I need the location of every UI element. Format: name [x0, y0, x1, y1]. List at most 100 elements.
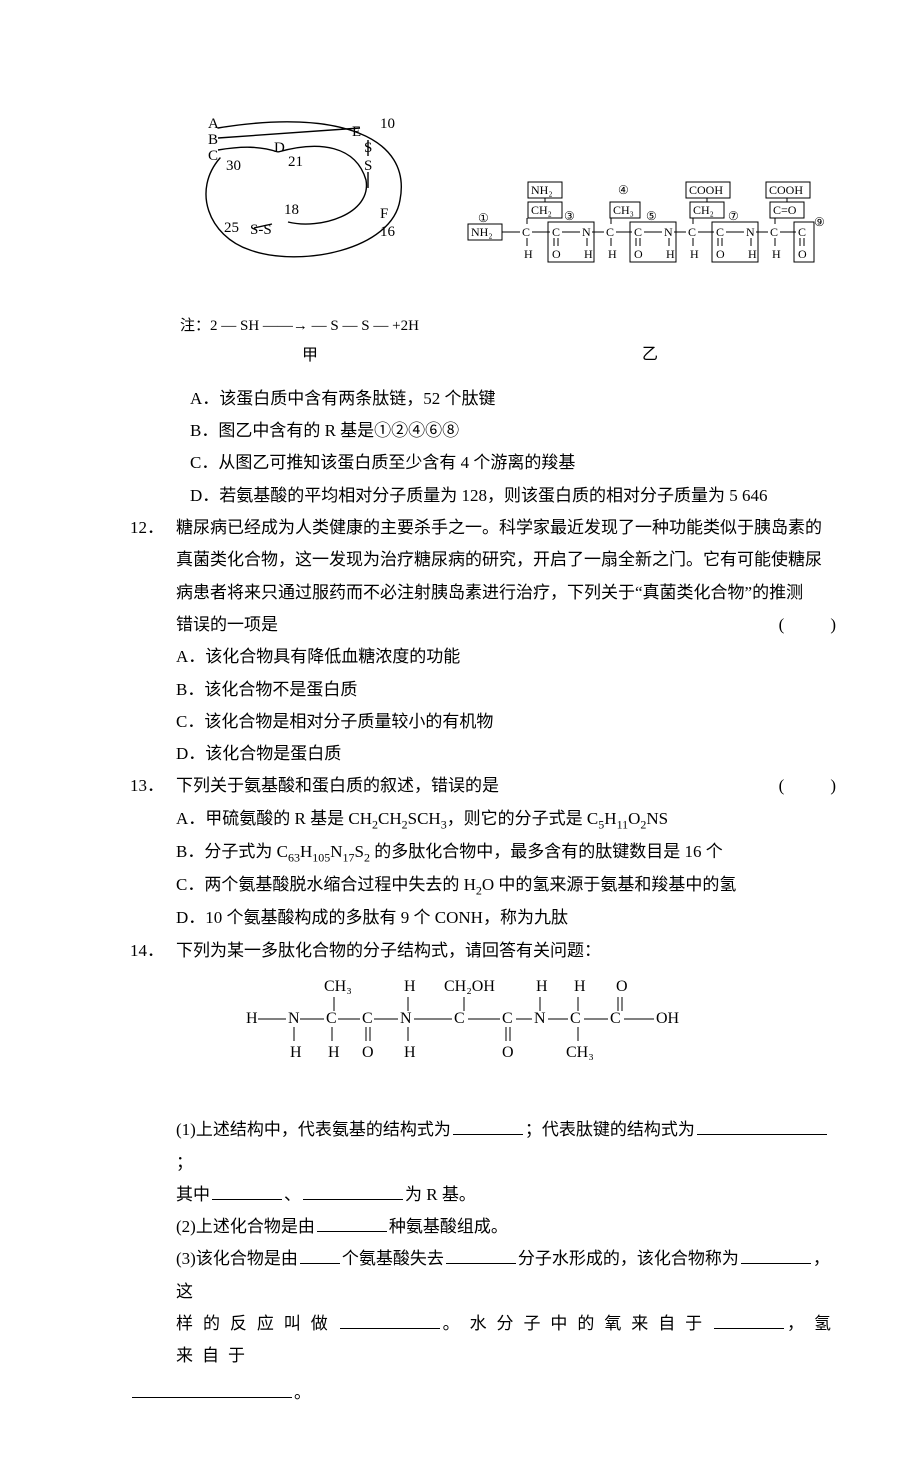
svg-text:C: C: [522, 225, 530, 239]
q14-p1e: 、: [284, 1185, 301, 1204]
q14-p3b: 个氨基酸失去: [342, 1249, 444, 1268]
q14-p2a: (2)上述化合物是由: [176, 1217, 315, 1236]
svg-text:N: N: [746, 225, 755, 239]
svg-text:CH₂: CH₂: [693, 203, 714, 217]
q14-p1a: (1)上述结构中，代表氨基的结构式为: [176, 1120, 451, 1139]
fig-jia-caption: 甲: [180, 341, 440, 371]
lbl-E: E: [352, 124, 361, 140]
blank: [317, 1212, 387, 1232]
svg-text:③: ③: [564, 209, 575, 223]
q12-optD: D．该化合物是蛋白质: [176, 738, 840, 770]
svg-text:H: H: [246, 1010, 258, 1027]
svg-text:②: ②: [538, 180, 549, 182]
svg-text:C: C: [570, 1010, 581, 1027]
svg-text:⑥: ⑥: [700, 180, 711, 182]
lbl-S1: S: [364, 140, 372, 156]
q14-p3-2: 样的反应叫做。水分子中的氧来自于，氢来自于: [176, 1308, 840, 1373]
svg-text:C: C: [716, 225, 724, 239]
lbl-21: 21: [288, 154, 303, 170]
q11-optB: B．图乙中含有的 R 基是①②④⑥⑧: [130, 415, 840, 447]
q13-paren: ( ): [779, 770, 840, 802]
blank: [453, 1116, 523, 1136]
q14-stem: 下列为某一多肽化合物的分子结构式，请回答有关问题：: [176, 935, 840, 967]
svg-text:C: C: [606, 225, 614, 239]
svg-text:C=O: C=O: [773, 203, 797, 217]
lbl-SS: S-S: [250, 222, 272, 238]
svg-text:H: H: [748, 247, 757, 261]
svg-text:H: H: [536, 978, 548, 995]
q13B-pre: B．分子式为 C: [176, 842, 288, 861]
q14-p3: (3)该化合物是由个氨基酸失去分子水形成的，该化合物称为，这: [176, 1243, 840, 1308]
blank: [714, 1309, 784, 1329]
q11-optA: A．该蛋白质中含有两条肽链，52 个肽键: [130, 383, 840, 415]
lbl-B: B: [208, 132, 218, 148]
q13-optD: D．10 个氨基酸构成的多肽有 9 个 CONH，称为九肽: [176, 902, 840, 934]
q14-p3e: 。: [294, 1383, 311, 1402]
svg-text:O: O: [798, 247, 807, 261]
svg-text:O: O: [362, 1044, 374, 1061]
q14-p2b: 种氨基酸组成。: [389, 1217, 508, 1236]
q12-stem1: 糖尿病已经成为人类健康的主要杀手之一。科学家最近发现了一种功能类似于胰岛素的: [176, 512, 840, 544]
svg-text:O: O: [716, 247, 725, 261]
svg-text:C: C: [454, 1010, 465, 1027]
q12: 12． 糖尿病已经成为人类健康的主要杀手之一。科学家最近发现了一种功能类似于胰岛…: [130, 512, 840, 770]
figure-row: A B C D E F 10 30 21 25 18 16 S S S-S 注：…: [130, 110, 840, 371]
svg-text:⑧: ⑧: [780, 180, 791, 182]
svg-text:H: H: [524, 247, 533, 261]
q13A-pre: A．甲硫氨酸的 R 基是 CH: [176, 809, 372, 828]
fig-yi-caption: 乙: [450, 340, 850, 370]
lbl-D: D: [274, 140, 285, 156]
fig-note: 注：2 — SH ——→ — S — S — +2H: [180, 312, 440, 341]
q13C-tail: O 中的氢来源于氨基和羧基中的氢: [482, 875, 737, 894]
svg-text:O: O: [502, 1044, 514, 1061]
q14-p1f: 为 R 基。: [405, 1185, 476, 1204]
svg-text:N: N: [288, 1010, 300, 1027]
q12-stem3: 病患者将来只通过服药而不必注射胰岛素进行治疗，下列关于“真菌类化合物”的推测: [176, 577, 840, 609]
lbl-10: 10: [380, 116, 395, 132]
svg-text:NH₂: NH₂: [471, 225, 493, 239]
q13A-m1: CH: [378, 809, 402, 828]
q13-stem-row: 下列关于氨基酸和蛋白质的叙述，错误的是 ( ): [176, 770, 840, 802]
svg-text:COOH: COOH: [689, 183, 723, 197]
q14-p3d2a: 样的反应叫做: [176, 1314, 338, 1333]
blank: [340, 1309, 440, 1329]
q13-num: 13．: [130, 770, 176, 802]
blank: [212, 1180, 282, 1200]
q14-p3d2b: 。水分子中的氧来自于: [442, 1314, 712, 1333]
svg-text:C: C: [502, 1010, 513, 1027]
svg-text:H: H: [328, 1044, 340, 1061]
svg-text:N: N: [400, 1010, 412, 1027]
lbl-16: 16: [380, 224, 396, 240]
q13-stem: 下列关于氨基酸和蛋白质的叙述，错误的是: [176, 776, 499, 795]
q13B-m1: H: [300, 842, 312, 861]
q13B-s1: 63: [288, 850, 300, 864]
svg-text:H: H: [404, 1044, 416, 1061]
svg-text:O: O: [634, 247, 643, 261]
lbl-25: 25: [224, 220, 239, 236]
q13-optB: B．分子式为 C63H105N17S2 的多肽化合物中，最多含有的肽键数目是 1…: [176, 836, 840, 869]
q13C-pre: C．两个氨基酸脱水缩合过程中失去的 H: [176, 875, 476, 894]
q12-stem2: 真菌类化合物，这一发现为治疗糖尿病的研究，开启了一扇全新之门。它有可能使糖尿: [176, 544, 840, 576]
svg-text:C: C: [688, 225, 696, 239]
svg-text:⑨: ⑨: [814, 215, 825, 229]
svg-text:C: C: [552, 225, 560, 239]
blank: [697, 1116, 827, 1136]
svg-text:NH₂: NH₂: [531, 183, 553, 197]
blank: [446, 1245, 516, 1265]
q13A-tail: NS: [646, 809, 668, 828]
q14-p1c: ；: [176, 1153, 193, 1172]
svg-text:C: C: [326, 1010, 337, 1027]
q13B-m3: S: [355, 842, 364, 861]
q14-p1d: 其中: [176, 1185, 210, 1204]
svg-text:H: H: [574, 978, 586, 995]
q14-num: 14．: [130, 935, 176, 967]
svg-text:⑤: ⑤: [646, 209, 657, 223]
svg-text:④: ④: [618, 183, 629, 197]
q13-optA: A．甲硫氨酸的 R 基是 CH2CH2SCH3，则它的分子式是 C5H11O2N…: [176, 803, 840, 836]
svg-text:CH₂: CH₂: [531, 203, 552, 217]
q12-paren: ( ): [779, 609, 840, 641]
q12-optA: A．该化合物具有降低血糖浓度的功能: [176, 641, 840, 673]
blank: [300, 1245, 340, 1265]
svg-text:N: N: [664, 225, 673, 239]
blank: [303, 1180, 403, 1200]
